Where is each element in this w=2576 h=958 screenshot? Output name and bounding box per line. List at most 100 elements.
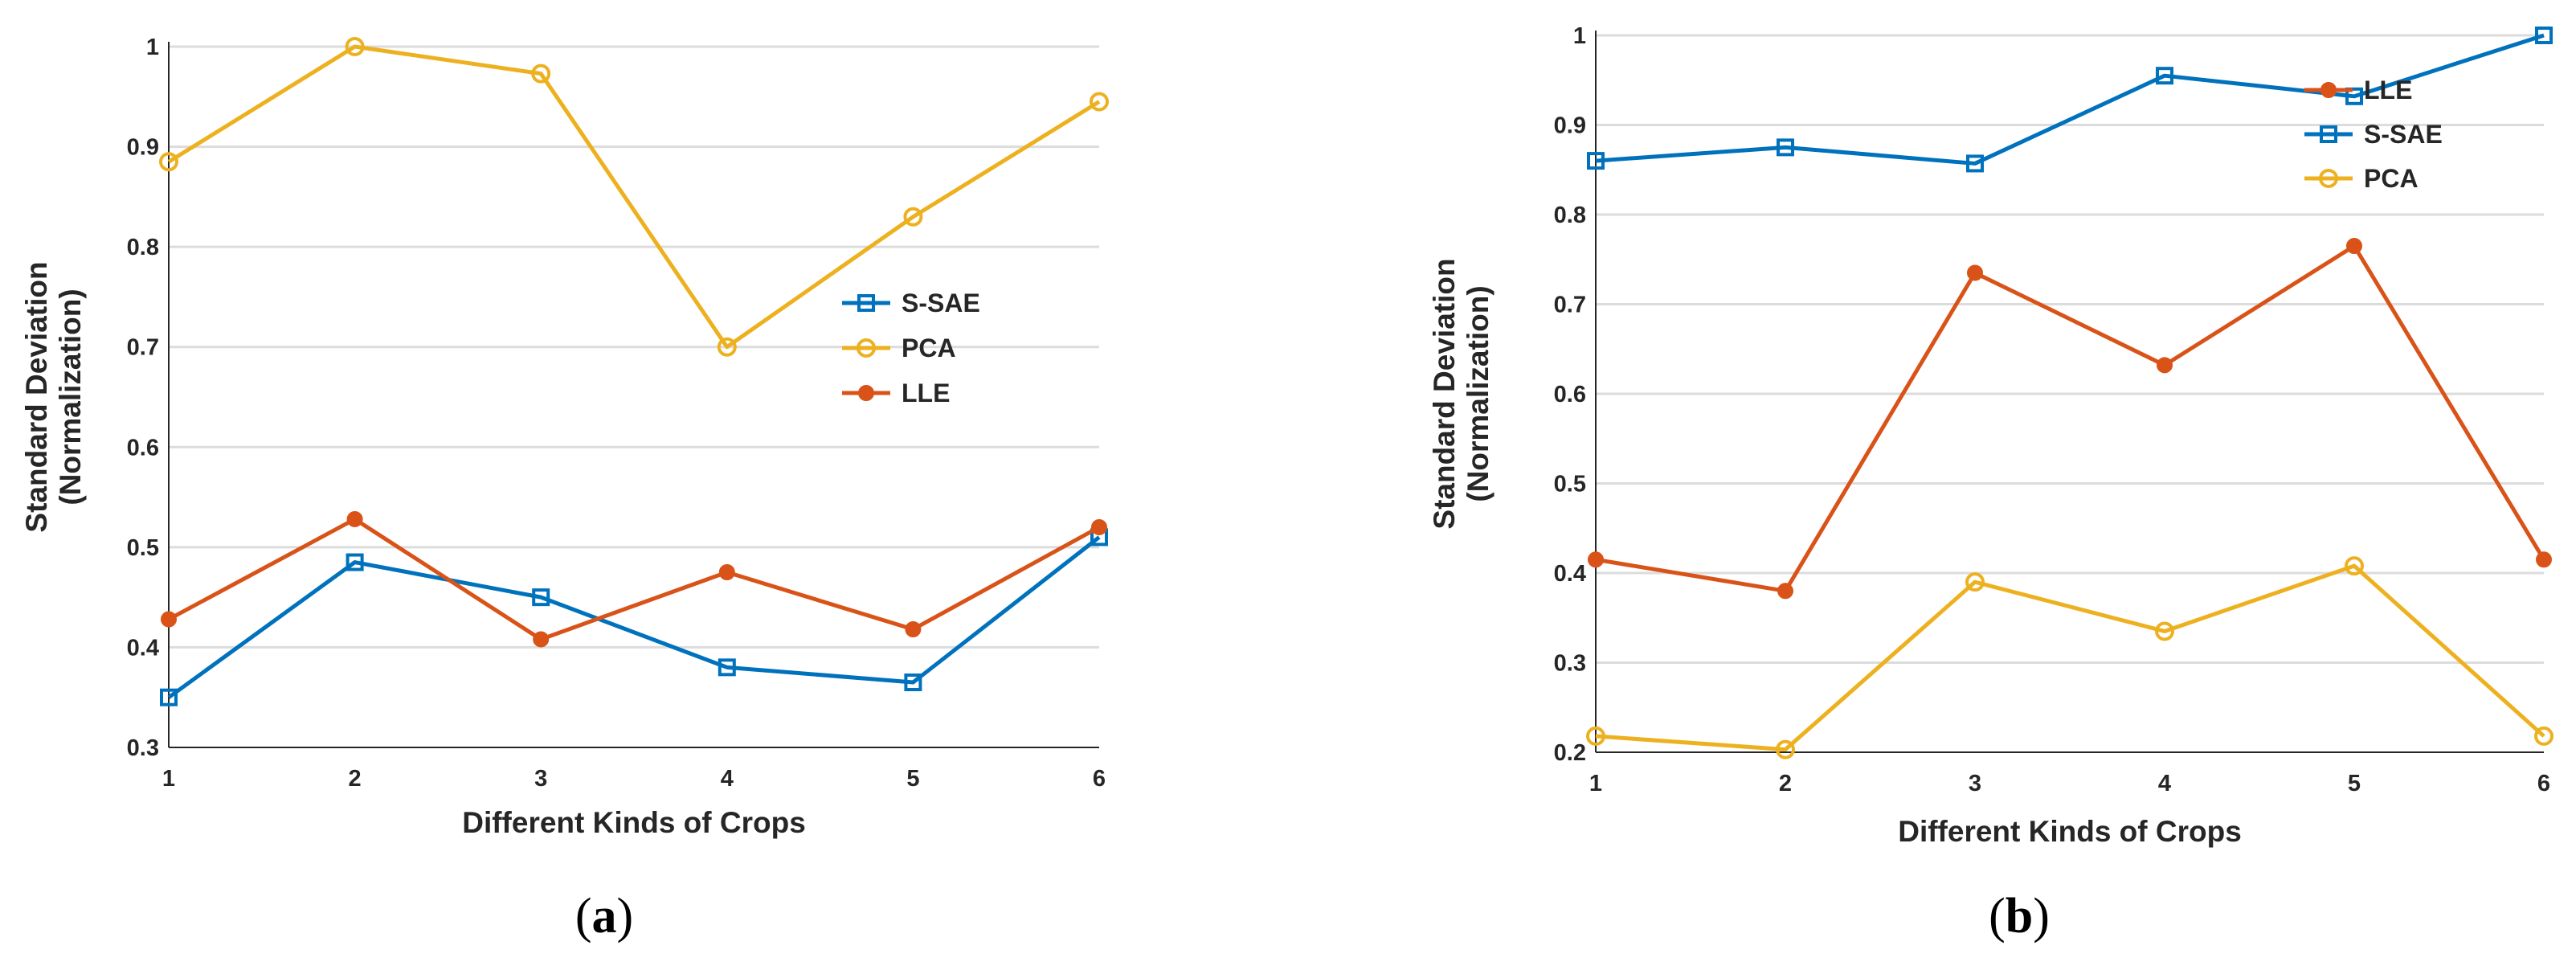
y-axis-subtitle: (Normalization) (1462, 285, 1494, 502)
legend-marker-pca (857, 338, 876, 358)
x-tick-label: 3 (1969, 771, 1981, 796)
legend: S-SAE PCA LLE (842, 289, 980, 407)
x-tick-label: 2 (1779, 771, 1792, 796)
legend-label-pca: PCA (902, 334, 956, 362)
data-point-pca (1586, 726, 1605, 746)
data-point-s-sae (904, 673, 922, 692)
caption-close-paren: ) (617, 889, 634, 944)
data-point-pca (2534, 726, 2554, 746)
data-point-lle (905, 621, 922, 638)
data-point-lle (2536, 551, 2552, 568)
data-point-pca (345, 37, 365, 56)
series-pca (159, 37, 1109, 357)
y-tick-label: 0.4 (1554, 561, 1586, 587)
data-point-lle (1967, 264, 1983, 281)
x-axis-title: Different Kinds of Crops (1898, 815, 2242, 848)
data-point-pca (2345, 556, 2364, 576)
caption-close-paren: ) (2033, 889, 2050, 944)
data-point-s-sae (718, 658, 736, 677)
legend-marker-lle (2320, 82, 2337, 98)
y-tick-label: 0.2 (1554, 740, 1586, 766)
data-point-pca (531, 63, 551, 84)
series-pca (1586, 556, 2554, 759)
data-point-lle (161, 611, 177, 628)
x-tick-label: 3 (534, 766, 547, 792)
y-tick-label: 0.3 (127, 735, 159, 761)
x-tick-label: 1 (1589, 771, 1602, 796)
legend: LLE S-SAE PCA (2304, 76, 2443, 193)
legend-label-lle: LLE (2364, 76, 2412, 104)
y-axis-title: Standard Deviation (20, 261, 53, 532)
data-point-lle (1588, 551, 1604, 568)
y-tick-label: 0.3 (1554, 651, 1586, 677)
y-tick-label: 0.6 (1554, 382, 1586, 407)
series-lle (161, 510, 1107, 648)
y-tick-label: 1 (146, 35, 159, 60)
chart-panel-a: 0.3 0.4 0.5 0.6 0.7 0.8 0.9 1 1 2 3 4 5 6 Different Ki… (20, 35, 1109, 944)
x-tick-label: 6 (1093, 766, 1106, 792)
y-tick-label: 0.5 (127, 535, 159, 561)
y-tick-label: 0.6 (127, 435, 159, 461)
series-s-sae (160, 528, 1108, 706)
legend-label-s-sae: S-SAE (2364, 120, 2443, 149)
data-point-s-sae (532, 588, 550, 607)
data-point-pca (903, 207, 923, 227)
legend-label-pca: PCA (2364, 164, 2419, 193)
data-point-pca (1965, 572, 1985, 592)
legend-marker-pca (2319, 169, 2338, 188)
series-line-lle (1595, 244, 2546, 593)
series-line-s-sae (167, 535, 1101, 699)
chart-panel-b: 0.2 0.3 0.4 0.5 0.6 0.7 0.8 0.9 1 1 2 3 4 5 6 Different… (1428, 23, 2554, 944)
data-point-lle (718, 564, 735, 580)
legend-label-s-sae: S-SAE (902, 289, 980, 317)
x-tick-label: 5 (2348, 771, 2361, 796)
y-tick-label: 0.8 (127, 235, 159, 260)
y-tick-label: 0.7 (1554, 293, 1586, 318)
x-axis-title: Different Kinds of Crops (462, 806, 806, 839)
series-line-lle (167, 517, 1101, 641)
data-point-pca (1776, 739, 1795, 759)
data-point-s-sae (1587, 152, 1605, 170)
x-tick-label: 4 (721, 766, 734, 792)
y-tick-label: 0.9 (127, 135, 159, 161)
legend-label-lle: LLE (902, 379, 950, 407)
x-tick-label: 2 (349, 766, 362, 792)
data-point-lle (2346, 238, 2362, 255)
caption-open-paren: ( (1989, 889, 2006, 944)
legend-marker-s-sae (857, 294, 875, 312)
data-point-s-sae (2156, 67, 2173, 85)
data-point-lle (346, 510, 363, 527)
panel-caption: (b) (1989, 889, 2050, 944)
x-tick-label: 4 (2158, 771, 2171, 796)
legend-marker-s-sae (2320, 125, 2337, 143)
y-tick-label: 0.4 (127, 635, 159, 661)
data-point-s-sae (346, 553, 364, 571)
y-axis-subtitle: (Normalization) (54, 289, 87, 505)
series-line-pca (1595, 563, 2545, 752)
data-point-pca (717, 337, 737, 357)
data-point-pca (2155, 621, 2174, 641)
y-tick-label: 0.8 (1554, 203, 1586, 228)
caption-letter: a (592, 889, 617, 944)
data-point-s-sae (2345, 87, 2363, 105)
data-point-lle (533, 631, 550, 648)
data-point-lle (1777, 583, 1793, 600)
data-point-s-sae (1966, 154, 1984, 173)
data-point-s-sae (1777, 138, 1794, 157)
data-point-lle (1091, 518, 1107, 535)
data-point-pca (1090, 92, 1109, 112)
series-line-s-sae (1595, 33, 2545, 166)
data-point-s-sae (160, 688, 178, 706)
caption-letter: b (2006, 889, 2033, 944)
data-point-pca (159, 152, 178, 172)
series-line-pca (167, 44, 1101, 350)
x-tick-label: 6 (2537, 771, 2550, 796)
y-tick-label: 1 (1573, 23, 1586, 49)
legend-marker-lle (858, 385, 874, 401)
series-s-sae (1587, 27, 2553, 173)
panel-caption: (a) (575, 889, 633, 944)
data-point-lle (2157, 357, 2173, 374)
y-tick-label: 0.5 (1554, 472, 1586, 497)
y-axis-title: Standard Deviation (1428, 258, 1461, 529)
